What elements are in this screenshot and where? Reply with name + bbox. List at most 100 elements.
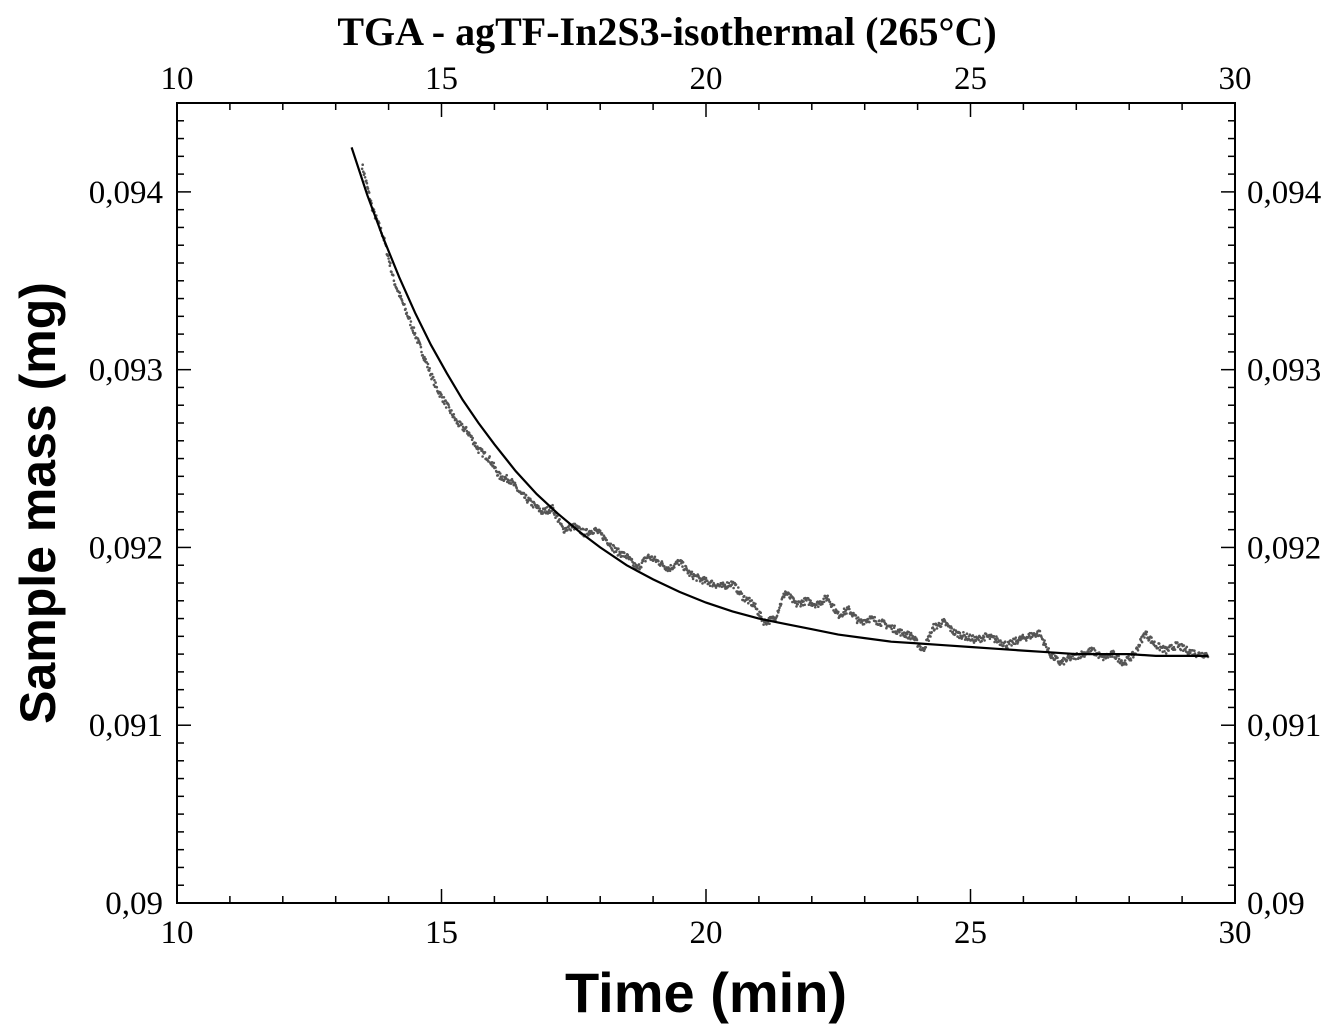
data-point [523,496,527,500]
data-point [879,624,883,627]
data-point [546,505,549,509]
data-point [837,610,840,614]
data-point [868,620,871,624]
data-point [481,455,484,458]
data-point [950,626,953,630]
data-point [608,544,612,548]
data-point [424,357,427,361]
data-point [909,631,913,635]
data-point [1173,648,1177,651]
data-point [488,455,492,458]
data-point [762,623,765,626]
data-point [388,264,392,268]
y-tick-label-right: 0,094 [1247,175,1321,211]
data-point [999,639,1002,642]
data-point [438,395,442,398]
data-point [919,645,922,649]
data-point [684,565,688,568]
data-point [1038,629,1042,633]
data-point [1028,634,1031,638]
data-point [866,617,870,621]
data-point [1153,640,1156,643]
data-point [393,283,397,286]
data-point [609,542,613,546]
data-point [1062,663,1066,666]
data-point [893,624,896,628]
data-point [442,396,446,399]
data-point [972,641,976,644]
data-point [556,514,559,518]
data-point [530,504,534,507]
data-point [1163,650,1166,653]
data-point [927,639,931,643]
data-point [1131,650,1134,654]
data-point [476,445,479,448]
data-point [742,594,746,598]
data-point [1172,645,1176,649]
data-point [1005,644,1009,647]
data-point [1129,659,1133,662]
data-point [996,637,999,640]
data-point [1147,638,1151,641]
data-point [938,622,941,625]
data-point [953,632,957,636]
data-point [930,631,933,634]
data-point [705,579,709,582]
data-point [741,598,745,602]
data-point [360,167,364,171]
data-point [561,525,564,529]
data-point [419,345,423,349]
data-point [611,549,614,552]
data-point [650,555,654,558]
data-point [387,257,390,260]
data-point [828,600,832,604]
data-point [477,451,480,455]
data-point [949,629,952,633]
data-point [569,529,573,532]
data-point [1198,651,1201,655]
data-point [723,583,727,586]
data-point [1120,659,1123,662]
data-point [432,375,435,379]
data-point [428,367,432,370]
data-point [799,602,803,606]
data-point [1070,657,1073,660]
data-point [907,630,911,634]
data-point [598,529,602,533]
data-point [1157,642,1161,645]
data-point [470,434,473,438]
data-point [585,527,588,531]
data-point [440,396,444,399]
data-point [900,628,903,632]
data-point [409,323,412,327]
data-point [874,620,878,623]
data-point [817,605,820,608]
data-point [1092,647,1096,650]
data-point [899,634,902,637]
data-point [710,579,714,583]
data-point [483,451,487,454]
x-tick-label-top: 30 [1219,61,1252,97]
data-point [614,550,618,553]
data-point [409,320,413,323]
y-axis-label: Sample mass (mg) [10,282,66,724]
data-point [547,508,551,512]
data-point [363,176,367,179]
data-point [951,630,955,634]
data-point [884,622,888,626]
data-point [626,553,630,557]
x-tick-label-bottom: 15 [425,915,458,951]
data-point [854,614,858,617]
data-point [681,561,685,564]
data-point [403,303,406,306]
data-point [845,612,848,615]
data-point [1144,633,1148,636]
data-point [1080,650,1083,653]
data-point [592,531,595,535]
y-tick-label-right: 0,091 [1247,708,1321,744]
data-point [640,566,643,569]
data-point [1013,642,1017,646]
data-point [799,605,802,608]
data-point [426,362,430,366]
data-point [464,425,468,429]
